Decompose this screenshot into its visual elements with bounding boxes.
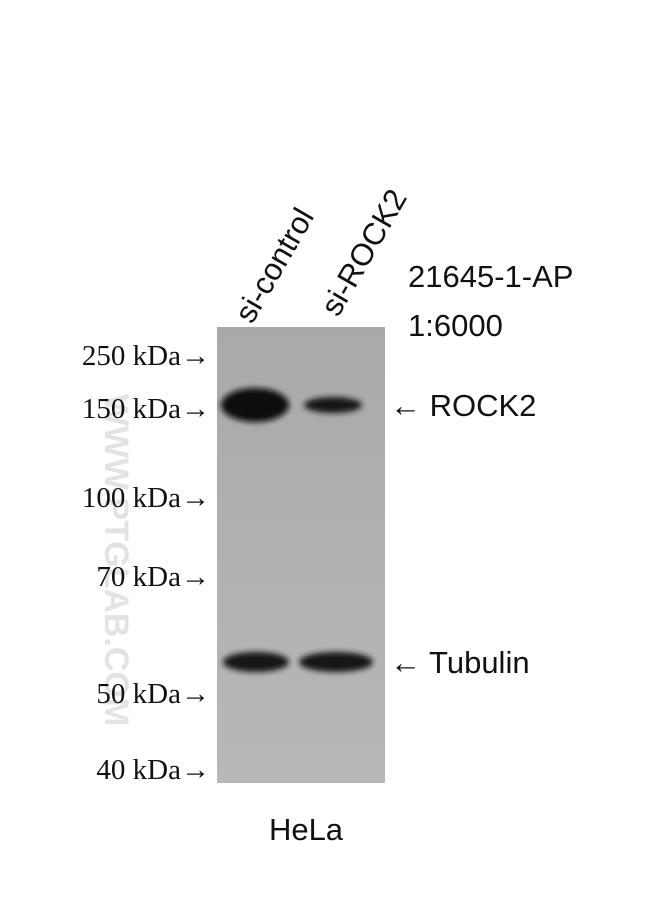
antibody-dilution: 1:6000 <box>408 308 503 343</box>
band <box>221 388 289 422</box>
band <box>299 652 373 672</box>
marker: 40 kDa→ <box>96 754 210 786</box>
band-label: ← ROCK2 <box>390 388 536 423</box>
band-label: ← Tubulin <box>390 645 530 680</box>
lane-label: si-ROCK2 <box>314 183 414 321</box>
lane-label: si-control <box>228 202 321 328</box>
band <box>304 397 362 413</box>
bands <box>221 388 373 672</box>
marker: 100 kDa→ <box>82 482 210 514</box>
watermark: WWW.PTGLAB.COM <box>97 394 135 726</box>
marker: 70 kDa→ <box>96 561 210 593</box>
band <box>223 652 289 672</box>
cell-line: HeLa <box>269 812 344 847</box>
marker: 150 kDa→ <box>82 393 210 425</box>
marker: 50 kDa→ <box>96 678 210 710</box>
antibody-catalog: 21645-1-AP <box>408 259 573 294</box>
marker: 250 kDa→ <box>82 340 210 372</box>
